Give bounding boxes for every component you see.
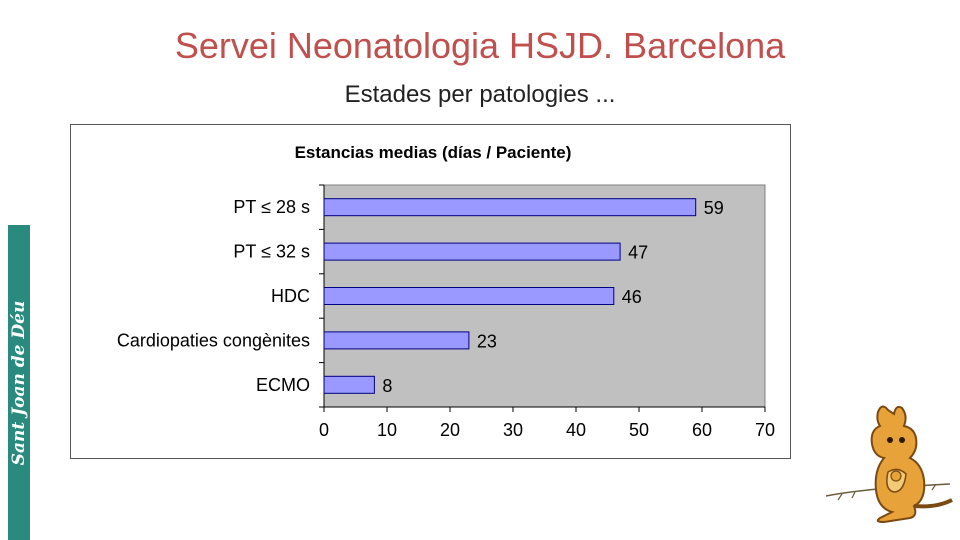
data-label: 46 <box>622 287 642 307</box>
x-tick-label: 40 <box>566 420 586 440</box>
x-tick-label: 70 <box>755 420 775 440</box>
y-tick-label: PT ≤ 32 s <box>233 242 310 262</box>
bar <box>323 198 697 217</box>
y-tick-label: HDC <box>271 286 310 306</box>
x-tick-label: 20 <box>440 420 460 440</box>
bar-chart: Estancias medias (días / Paciente) 0 10 20… <box>117 143 775 440</box>
x-tick-label: 0 <box>319 420 329 440</box>
bars <box>323 198 697 394</box>
bar <box>323 375 375 394</box>
chart-title: Estancias medias (días / Paciente) <box>295 143 572 162</box>
y-tick-label: Cardiopaties congènites <box>117 330 310 350</box>
bar <box>323 331 470 350</box>
x-tick-label: 10 <box>377 420 397 440</box>
x-tick-label: 50 <box>629 420 649 440</box>
sant-joan-de-deu-logo-band: Sant Joan de Déu <box>8 225 30 540</box>
bar <box>323 287 615 305</box>
y-tick-label: PT ≤ 28 s <box>233 197 310 217</box>
data-label: 47 <box>628 243 648 263</box>
data-label: 8 <box>382 376 392 396</box>
x-tick-label: 60 <box>692 420 712 440</box>
data-label: 59 <box>704 198 724 218</box>
bar <box>323 242 621 261</box>
slide-title: Servei Neonatologia HSJD. Barcelona <box>174 25 786 66</box>
chart-frame: Estancias medias (días / Paciente) 0 10 20… <box>70 124 791 459</box>
labels: 0 10 20 30 40 50 60 70 PT ≤ 28 s 59 PT ≤ 32 s 47 HDC… <box>117 197 775 440</box>
x-tick-label: 30 <box>503 420 523 440</box>
y-tick-label: ECMO <box>256 375 310 395</box>
data-label: 23 <box>477 331 497 351</box>
kangaroo-mascot-icon <box>825 405 953 524</box>
slide-subtitle: Estades per patologies ... <box>344 81 616 108</box>
logo-text: Sant Joan de Déu <box>9 300 29 465</box>
